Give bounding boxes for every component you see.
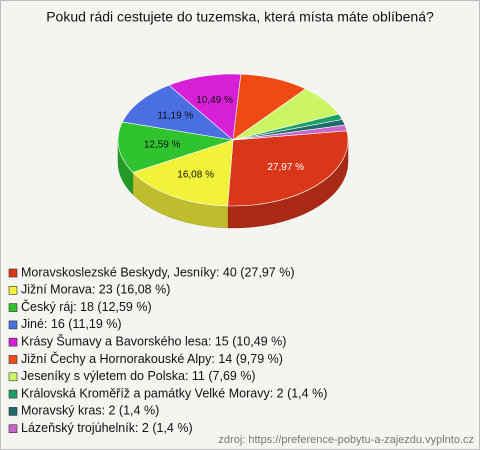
legend-swatch	[8, 268, 18, 278]
legend-swatch	[8, 285, 18, 295]
legend-label: Lázeňský trojúhelník: 2 (1,4 %)	[21, 421, 193, 435]
legend-label: Český ráj: 18 (12,59 %)	[21, 299, 152, 314]
slice-label: 10,49 %	[196, 95, 233, 106]
legend-swatch	[8, 355, 18, 364]
legend-label: Moravský kras: 2 (1,4 %)	[21, 404, 159, 418]
legend-label: Jižní Morava: 23 (16,08 %)	[21, 283, 170, 297]
legend-label: Moravskoslezské Beskydy, Jesníky: 40 (27…	[21, 265, 295, 279]
slice-label: 12,59 %	[144, 139, 181, 150]
source: zdroj: https://preference-pobytu-a-zajez…	[218, 434, 474, 446]
slice	[168, 73, 242, 141]
slice	[117, 121, 234, 173]
legend-swatch	[8, 407, 18, 416]
legend-label: Jiné: 16 (11,19 %)	[21, 317, 122, 331]
legend-swatch	[8, 372, 18, 382]
legend-swatch	[8, 337, 18, 347]
chart-title: Pokud rádi cestujete do tuzemska, která …	[46, 9, 434, 25]
legend-swatch	[8, 389, 18, 399]
legend-label: Krásy Šumavy a Bavorského lesa: 15 (10,4…	[21, 333, 286, 348]
slice-label: 27,97 %	[267, 162, 304, 173]
legend-label: Jeseníky s výletem do Polska: 11 (7,69 %…	[21, 369, 256, 383]
legend-label: Královská Kroměříž a památky Velké Morav…	[21, 386, 327, 400]
slice	[227, 130, 349, 207]
legend-swatch	[8, 303, 18, 312]
slice	[232, 124, 348, 141]
slice-label: 11,19 %	[157, 111, 193, 122]
legend-label: Jižní Čechy a Hornorakouské Alpy: 14 (9,…	[21, 351, 283, 366]
slice	[121, 84, 235, 141]
slice	[132, 139, 234, 207]
legend-swatch	[8, 320, 18, 330]
slice-label: 16,08 %	[177, 169, 214, 180]
legend-swatch	[8, 424, 18, 434]
